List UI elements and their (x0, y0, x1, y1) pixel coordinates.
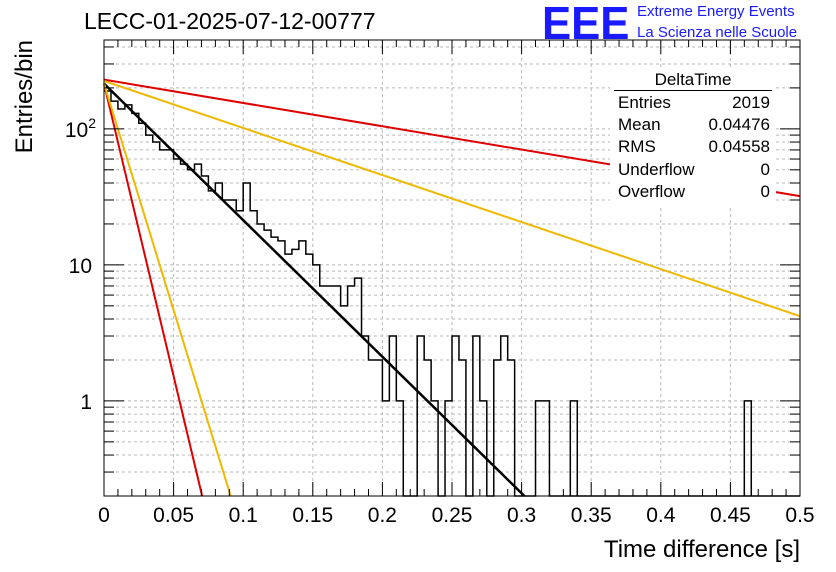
stats-key: RMS (618, 137, 656, 156)
x-axis-label: Time difference [s] (604, 536, 800, 563)
x-tick-label: 0 (98, 504, 110, 527)
stats-divider (614, 90, 772, 91)
stats-value: 0.04558 (708, 137, 770, 156)
x-tick-label: 0.5 (785, 504, 814, 527)
histogram-bin (569, 400, 579, 496)
x-tick-label: 0.35 (571, 504, 612, 527)
x-tick-label: 0.15 (292, 504, 333, 527)
y-tick-label: 10 (69, 255, 92, 278)
stats-row-entries: Entries 2019 (618, 92, 770, 114)
x-tick-label: 0.4 (646, 504, 676, 527)
stats-value: 0 (760, 182, 770, 201)
x-tick-label: 0.05 (153, 504, 194, 527)
logo-subtitle-line2: La Scienza nelle Scuole (637, 24, 798, 41)
stats-key: Entries (618, 93, 671, 112)
stats-row-underflow: Underflow 0 (618, 159, 770, 181)
chart-title: LECC-01-2025-07-12-00777 (84, 8, 376, 34)
logo-subtitle-line1: Extreme Energy Events (637, 3, 795, 20)
y-axis-label: Entries/bin (11, 40, 38, 153)
stats-title: DeltaTime (654, 70, 732, 89)
x-tick-label: 0.2 (368, 504, 397, 527)
stats-value: 0 (760, 160, 770, 179)
stats-key: Mean (618, 115, 661, 134)
stats-box: DeltaTime Entries 2019 Mean 0.04476 RMS … (610, 68, 776, 208)
stats-value: 2019 (732, 93, 770, 112)
stats-row-mean: Mean 0.04476 (618, 114, 770, 136)
fit-line (103, 82, 526, 497)
fit-line (103, 83, 204, 497)
stats-key: Underflow (618, 160, 695, 179)
stats-row-overflow: Overflow 0 (618, 181, 770, 203)
x-tick-label: 0.45 (710, 504, 751, 527)
x-tick-label: 0.3 (507, 504, 536, 527)
x-tick-label: 0.1 (229, 504, 258, 527)
eee-logo: EEE (542, 0, 630, 49)
x-tick-label: 0.25 (432, 504, 473, 527)
fit-line (103, 83, 232, 497)
y-tick-label: 1 (80, 391, 92, 414)
histogram-bin (743, 400, 753, 496)
fit-line (103, 80, 801, 318)
stats-key: Overflow (618, 182, 686, 201)
y-tick-label: 102 (65, 115, 96, 142)
stats-value: 0.04476 (708, 115, 770, 134)
stats-row-rms: RMS 0.04558 (618, 136, 770, 158)
